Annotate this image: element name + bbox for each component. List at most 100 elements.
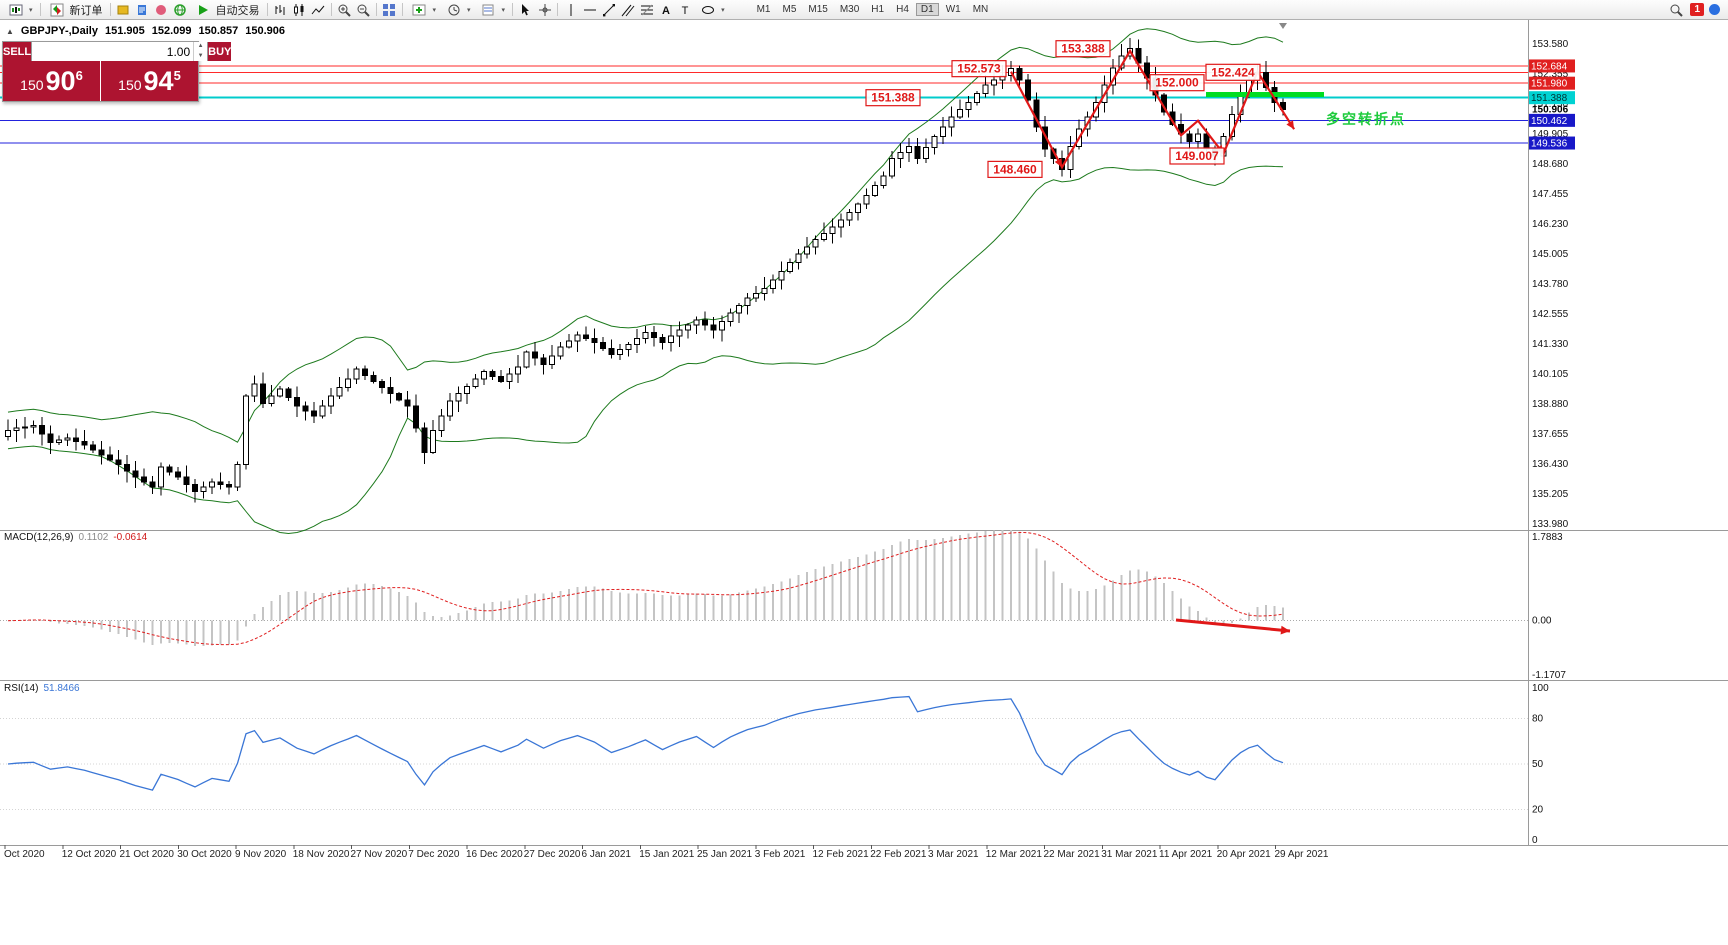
document-icon[interactable] — [133, 2, 152, 18]
rsi-line — [7, 695, 1284, 791]
line-chart-icon[interactable] — [309, 2, 328, 18]
indicators-button[interactable]: ▾ — [406, 2, 441, 18]
bar-chart-icon[interactable] — [271, 2, 290, 18]
svg-text:Oct 2020: Oct 2020 — [4, 849, 45, 860]
turning-point-label[interactable]: 多空转折点 — [1326, 111, 1406, 127]
autotrading-button[interactable]: 自动交易 — [190, 2, 264, 18]
chart-canvas[interactable]: 153.580 152.355 151.130 149.905 148.680 147.4… — [0, 20, 1728, 862]
toolbar-separator — [557, 3, 559, 16]
shapes-button[interactable]: ▾ — [694, 2, 729, 18]
svg-text:15 Jan 2021: 15 Jan 2021 — [639, 849, 694, 860]
rsi-value: 51.8466 — [43, 683, 80, 694]
price-annotation-boxes[interactable]: 151.388 152.573 153.388 152.000 152.424 149.0… — [865, 40, 1261, 178]
svg-text:16 Dec 2020: 16 Dec 2020 — [466, 849, 523, 860]
time-axis[interactable]: Oct 2020 12 Oct 2020 21 Oct 2020 30 Oct 202… — [4, 845, 1329, 860]
channel-icon[interactable] — [618, 2, 637, 18]
trendline-icon[interactable] — [599, 2, 618, 18]
timeframe-m5-button[interactable]: M5 — [782, 4, 797, 15]
vertical-line-icon[interactable] — [561, 2, 580, 18]
svg-text:12 Oct 2020: 12 Oct 2020 — [62, 849, 117, 860]
svg-text:12 Mar 2021: 12 Mar 2021 — [986, 849, 1043, 860]
candlestick-icon[interactable] — [290, 2, 309, 18]
chevron-down-icon: ▾ — [467, 6, 471, 14]
autotrading-label: 自动交易 — [215, 4, 260, 17]
indicators-plus-icon — [410, 2, 429, 18]
price-axis-markers: 152.684 151.980 151.388 150.462 149.536 — [1529, 59, 1575, 150]
candlestick-series — [5, 37, 1286, 503]
svg-text:20: 20 — [1532, 805, 1544, 816]
lot-spinner: ▲ ▼ — [193, 42, 207, 61]
timeframe-h4-button[interactable]: H4 — [896, 4, 909, 15]
svg-text:11 Apr 2021: 11 Apr 2021 — [1159, 849, 1213, 860]
toolbar-right-group: 1 — [1666, 2, 1726, 18]
play-icon — [194, 2, 213, 18]
chevron-down-icon: ▾ — [721, 6, 725, 14]
periods-button[interactable]: ▾ — [440, 2, 475, 18]
tile-windows-icon[interactable] — [380, 2, 399, 18]
crosshair-icon[interactable] — [535, 2, 554, 18]
svg-text:145.005: 145.005 — [1532, 249, 1569, 260]
templates-button[interactable]: ▾ — [475, 2, 510, 18]
svg-text:22 Mar 2021: 22 Mar 2021 — [1044, 849, 1101, 860]
main-toolbar: ▾ 新订单 自动交易 ▾ ▾ ▾ A T ▾ M1 M5 M15 M30 H1 … — [0, 0, 1728, 20]
toolbar-separator — [266, 3, 268, 16]
zoom-in-icon[interactable] — [335, 2, 354, 18]
macd-main-value: 0.1102 — [78, 532, 109, 543]
timeframe-m1-button[interactable]: M1 — [756, 4, 771, 15]
sell-tab[interactable]: SELL — [3, 42, 32, 61]
svg-text:-1.1707: -1.1707 — [1532, 670, 1566, 681]
toolbar-separator — [512, 3, 514, 16]
macd-axis[interactable]: 1.7883 0.00 -1.1707 — [1532, 532, 1566, 681]
buy-button[interactable]: 150 94 5 — [101, 61, 198, 101]
one-click-trading-widget: SELL ▲ ▼ BUY 150 90 6 150 94 5 — [2, 41, 232, 102]
search-icon[interactable] — [1666, 2, 1685, 18]
macd-name: MACD(12,26,9) — [4, 532, 74, 543]
timeframe-mn-button[interactable]: MN — [972, 4, 989, 15]
price-axis[interactable]: 153.580 152.355 151.130 149.905 148.680 147.4… — [1532, 39, 1569, 530]
notification-badge[interactable]: 1 — [1690, 3, 1704, 16]
timeframe-m15-button[interactable]: M15 — [808, 4, 828, 15]
svg-text:3 Feb 2021: 3 Feb 2021 — [755, 849, 806, 860]
globe-icon[interactable] — [171, 2, 190, 18]
lot-increase-button[interactable]: ▲ — [197, 43, 204, 49]
horizontal-line-icon[interactable] — [580, 2, 599, 18]
timeframe-w1-button[interactable]: W1 — [945, 4, 961, 15]
svg-text:150.462: 150.462 — [1531, 116, 1568, 127]
text-tool-icon[interactable]: A — [656, 2, 675, 18]
svg-text:150.906: 150.906 — [1532, 104, 1569, 115]
account-status-icon[interactable] — [1709, 4, 1720, 15]
buy-tab[interactable]: BUY — [208, 42, 232, 61]
lot-size-input[interactable] — [32, 42, 194, 61]
macd-signal-value: -0.0614 — [113, 532, 148, 543]
chart-selector-button[interactable]: ▾ — [2, 2, 37, 18]
timeframe-d1-button[interactable]: D1 — [915, 3, 939, 16]
toolbar-separator — [375, 3, 377, 16]
rsi-axis[interactable]: 100 80 50 20 0 — [1532, 683, 1549, 846]
buy-price-pips: 94 — [143, 65, 174, 96]
new-order-button[interactable]: 新订单 — [44, 2, 107, 18]
svg-text:27 Dec 2020: 27 Dec 2020 — [524, 849, 581, 860]
toolbar-separator — [401, 3, 403, 16]
label-tool-icon[interactable]: T — [675, 2, 694, 18]
svg-text:141.330: 141.330 — [1532, 339, 1569, 350]
rsi-indicator-label: RSI(14) 51.8466 — [4, 683, 80, 694]
svg-text:12 Feb 2021: 12 Feb 2021 — [813, 849, 870, 860]
lot-decrease-button[interactable]: ▼ — [197, 52, 204, 59]
box-icon[interactable] — [114, 2, 133, 18]
chevron-down-icon: ▾ — [29, 6, 33, 14]
sell-button[interactable]: 150 90 6 — [3, 61, 100, 101]
horizontal-level-lines[interactable] — [0, 65, 1528, 144]
svg-text:143.780: 143.780 — [1532, 279, 1569, 290]
svg-text:142.555: 142.555 — [1532, 309, 1569, 320]
chat-icon[interactable] — [152, 2, 171, 18]
chevron-down-icon: ▾ — [432, 6, 437, 14]
macd-arrow[interactable] — [1175, 618, 1291, 635]
svg-text:18 Nov 2020: 18 Nov 2020 — [293, 849, 350, 860]
svg-text:148.680: 148.680 — [1532, 159, 1569, 170]
timeframe-m30-button[interactable]: M30 — [839, 4, 860, 15]
fibonacci-icon[interactable] — [637, 2, 656, 18]
svg-text:151.980: 151.980 — [1531, 79, 1568, 90]
cursor-icon[interactable] — [516, 2, 535, 18]
timeframe-h1-button[interactable]: H1 — [871, 4, 885, 15]
zoom-out-icon[interactable] — [354, 2, 373, 18]
